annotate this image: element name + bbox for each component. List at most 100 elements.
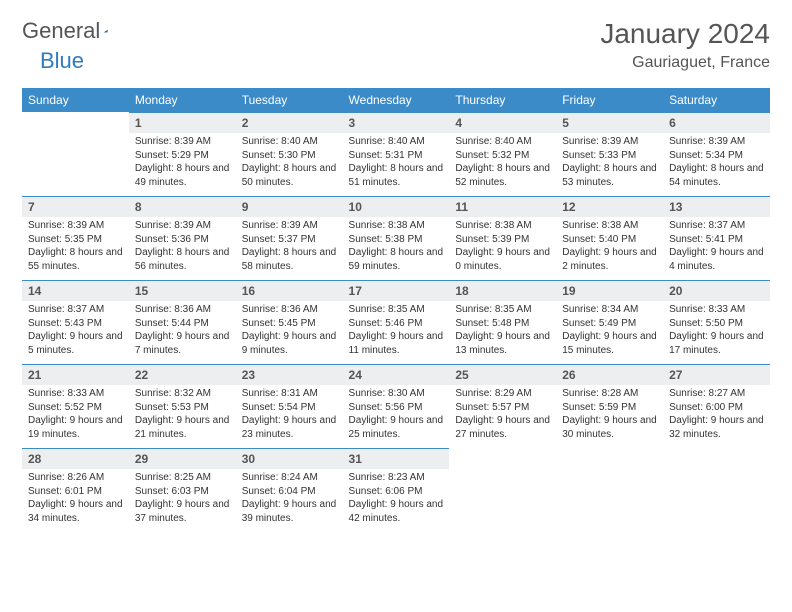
calendar-cell: 29Sunrise: 8:25 AMSunset: 6:03 PMDayligh… bbox=[129, 448, 236, 532]
sunrise-line: Sunrise: 8:40 AM bbox=[242, 135, 337, 149]
sunrise-line: Sunrise: 8:33 AM bbox=[28, 387, 123, 401]
day-number: 25 bbox=[449, 364, 556, 385]
sunrise-line: Sunrise: 8:39 AM bbox=[562, 135, 657, 149]
day-number: 11 bbox=[449, 196, 556, 217]
calendar-cell: 30Sunrise: 8:24 AMSunset: 6:04 PMDayligh… bbox=[236, 448, 343, 532]
calendar-cell: 25Sunrise: 8:29 AMSunset: 5:57 PMDayligh… bbox=[449, 364, 556, 448]
sunrise-line: Sunrise: 8:33 AM bbox=[669, 303, 764, 317]
daylight-line: Daylight: 8 hours and 50 minutes. bbox=[242, 162, 337, 189]
calendar-cell: 10Sunrise: 8:38 AMSunset: 5:38 PMDayligh… bbox=[343, 196, 450, 280]
title-block: January 2024 Gauriaguet, France bbox=[600, 18, 770, 72]
sunrise-line: Sunrise: 8:39 AM bbox=[242, 219, 337, 233]
calendar-cell: 12Sunrise: 8:38 AMSunset: 5:40 PMDayligh… bbox=[556, 196, 663, 280]
calendar-cell: 24Sunrise: 8:30 AMSunset: 5:56 PMDayligh… bbox=[343, 364, 450, 448]
sunset-line: Sunset: 5:57 PM bbox=[455, 401, 550, 415]
daylight-line: Daylight: 8 hours and 51 minutes. bbox=[349, 162, 444, 189]
day-number: 23 bbox=[236, 364, 343, 385]
day-details: Sunrise: 8:39 AMSunset: 5:37 PMDaylight:… bbox=[236, 217, 343, 277]
day-details: Sunrise: 8:39 AMSunset: 5:36 PMDaylight:… bbox=[129, 217, 236, 277]
calendar-cell: 2Sunrise: 8:40 AMSunset: 5:30 PMDaylight… bbox=[236, 112, 343, 196]
day-details: Sunrise: 8:40 AMSunset: 5:32 PMDaylight:… bbox=[449, 133, 556, 193]
sunset-line: Sunset: 5:34 PM bbox=[669, 149, 764, 163]
daylight-line: Daylight: 8 hours and 53 minutes. bbox=[562, 162, 657, 189]
day-number: 3 bbox=[343, 112, 450, 133]
calendar-cell: 18Sunrise: 8:35 AMSunset: 5:48 PMDayligh… bbox=[449, 280, 556, 364]
sunrise-line: Sunrise: 8:40 AM bbox=[455, 135, 550, 149]
daylight-line: Daylight: 9 hours and 27 minutes. bbox=[455, 414, 550, 441]
day-details: Sunrise: 8:38 AMSunset: 5:39 PMDaylight:… bbox=[449, 217, 556, 277]
day-details: Sunrise: 8:27 AMSunset: 6:00 PMDaylight:… bbox=[663, 385, 770, 445]
day-number: 27 bbox=[663, 364, 770, 385]
sunrise-line: Sunrise: 8:28 AM bbox=[562, 387, 657, 401]
day-details: Sunrise: 8:29 AMSunset: 5:57 PMDaylight:… bbox=[449, 385, 556, 445]
daylight-line: Daylight: 9 hours and 21 minutes. bbox=[135, 414, 230, 441]
daylight-line: Daylight: 9 hours and 4 minutes. bbox=[669, 246, 764, 273]
calendar-cell-empty bbox=[663, 448, 770, 532]
day-number: 19 bbox=[556, 280, 663, 301]
day-details: Sunrise: 8:37 AMSunset: 5:41 PMDaylight:… bbox=[663, 217, 770, 277]
daylight-line: Daylight: 9 hours and 34 minutes. bbox=[28, 498, 123, 525]
sunset-line: Sunset: 6:04 PM bbox=[242, 485, 337, 499]
sunrise-line: Sunrise: 8:36 AM bbox=[135, 303, 230, 317]
sunset-line: Sunset: 5:54 PM bbox=[242, 401, 337, 415]
day-details: Sunrise: 8:38 AMSunset: 5:40 PMDaylight:… bbox=[556, 217, 663, 277]
daylight-line: Daylight: 9 hours and 25 minutes. bbox=[349, 414, 444, 441]
daylight-line: Daylight: 9 hours and 32 minutes. bbox=[669, 414, 764, 441]
sunrise-line: Sunrise: 8:38 AM bbox=[562, 219, 657, 233]
day-number: 20 bbox=[663, 280, 770, 301]
sunset-line: Sunset: 5:37 PM bbox=[242, 233, 337, 247]
calendar-cell: 20Sunrise: 8:33 AMSunset: 5:50 PMDayligh… bbox=[663, 280, 770, 364]
weekday-header-row: SundayMondayTuesdayWednesdayThursdayFrid… bbox=[22, 88, 770, 112]
sunrise-line: Sunrise: 8:39 AM bbox=[669, 135, 764, 149]
month-title: January 2024 bbox=[600, 18, 770, 50]
calendar-cell-empty bbox=[22, 112, 129, 196]
weekday-header: Monday bbox=[129, 88, 236, 112]
day-details: Sunrise: 8:26 AMSunset: 6:01 PMDaylight:… bbox=[22, 469, 129, 529]
calendar-cell: 5Sunrise: 8:39 AMSunset: 5:33 PMDaylight… bbox=[556, 112, 663, 196]
day-number: 22 bbox=[129, 364, 236, 385]
day-details: Sunrise: 8:25 AMSunset: 6:03 PMDaylight:… bbox=[129, 469, 236, 529]
day-number: 5 bbox=[556, 112, 663, 133]
day-details: Sunrise: 8:39 AMSunset: 5:34 PMDaylight:… bbox=[663, 133, 770, 193]
daylight-line: Daylight: 9 hours and 39 minutes. bbox=[242, 498, 337, 525]
daylight-line: Daylight: 9 hours and 11 minutes. bbox=[349, 330, 444, 357]
day-number: 14 bbox=[22, 280, 129, 301]
sunrise-line: Sunrise: 8:40 AM bbox=[349, 135, 444, 149]
weekday-header: Tuesday bbox=[236, 88, 343, 112]
sunrise-line: Sunrise: 8:38 AM bbox=[455, 219, 550, 233]
day-details: Sunrise: 8:34 AMSunset: 5:49 PMDaylight:… bbox=[556, 301, 663, 361]
sunset-line: Sunset: 5:36 PM bbox=[135, 233, 230, 247]
day-number: 6 bbox=[663, 112, 770, 133]
calendar-cell: 14Sunrise: 8:37 AMSunset: 5:43 PMDayligh… bbox=[22, 280, 129, 364]
sunset-line: Sunset: 5:40 PM bbox=[562, 233, 657, 247]
calendar-body: 1Sunrise: 8:39 AMSunset: 5:29 PMDaylight… bbox=[22, 112, 770, 532]
day-number: 21 bbox=[22, 364, 129, 385]
sunset-line: Sunset: 6:06 PM bbox=[349, 485, 444, 499]
calendar-cell: 21Sunrise: 8:33 AMSunset: 5:52 PMDayligh… bbox=[22, 364, 129, 448]
sunset-line: Sunset: 5:44 PM bbox=[135, 317, 230, 331]
sunset-line: Sunset: 6:01 PM bbox=[28, 485, 123, 499]
calendar-cell: 28Sunrise: 8:26 AMSunset: 6:01 PMDayligh… bbox=[22, 448, 129, 532]
day-details: Sunrise: 8:40 AMSunset: 5:31 PMDaylight:… bbox=[343, 133, 450, 193]
weekday-header: Friday bbox=[556, 88, 663, 112]
sunrise-line: Sunrise: 8:35 AM bbox=[349, 303, 444, 317]
calendar-cell: 8Sunrise: 8:39 AMSunset: 5:36 PMDaylight… bbox=[129, 196, 236, 280]
sunset-line: Sunset: 5:39 PM bbox=[455, 233, 550, 247]
daylight-line: Daylight: 9 hours and 7 minutes. bbox=[135, 330, 230, 357]
calendar-cell: 4Sunrise: 8:40 AMSunset: 5:32 PMDaylight… bbox=[449, 112, 556, 196]
sunset-line: Sunset: 5:48 PM bbox=[455, 317, 550, 331]
calendar-row: 14Sunrise: 8:37 AMSunset: 5:43 PMDayligh… bbox=[22, 280, 770, 364]
day-number: 17 bbox=[343, 280, 450, 301]
day-number: 10 bbox=[343, 196, 450, 217]
day-details: Sunrise: 8:24 AMSunset: 6:04 PMDaylight:… bbox=[236, 469, 343, 529]
sunrise-line: Sunrise: 8:24 AM bbox=[242, 471, 337, 485]
daylight-line: Daylight: 8 hours and 54 minutes. bbox=[669, 162, 764, 189]
daylight-line: Daylight: 9 hours and 42 minutes. bbox=[349, 498, 444, 525]
calendar-row: 21Sunrise: 8:33 AMSunset: 5:52 PMDayligh… bbox=[22, 364, 770, 448]
daylight-line: Daylight: 8 hours and 49 minutes. bbox=[135, 162, 230, 189]
day-details: Sunrise: 8:33 AMSunset: 5:52 PMDaylight:… bbox=[22, 385, 129, 445]
sunset-line: Sunset: 5:45 PM bbox=[242, 317, 337, 331]
sunrise-line: Sunrise: 8:35 AM bbox=[455, 303, 550, 317]
logo-mark-icon bbox=[104, 23, 108, 39]
sunset-line: Sunset: 5:32 PM bbox=[455, 149, 550, 163]
